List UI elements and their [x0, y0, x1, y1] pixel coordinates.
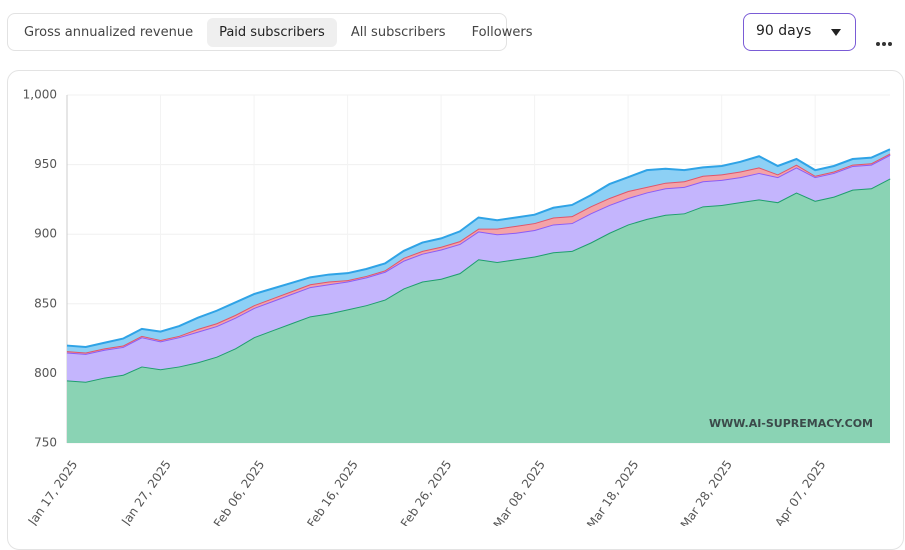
- y-tick-label: 900: [34, 227, 57, 241]
- chart: 750 800 850 900 950 1,000 Jan 17, 2025 Jan 27, …: [23, 88, 891, 526]
- range-select[interactable]: 90 days: [743, 13, 856, 51]
- x-tick-label: Mar 18, 2025: [584, 458, 641, 526]
- y-tick-label: 1,000: [23, 88, 57, 102]
- y-tick-label: 850: [34, 296, 57, 310]
- area: [67, 149, 890, 353]
- watermark: WWW.AI-SUPREMACY.COM: [709, 417, 873, 430]
- x-tick-label: Feb 26, 2025: [398, 458, 454, 526]
- y-tick-label: 950: [34, 157, 57, 171]
- x-tick-label: Feb 06, 2025: [211, 458, 267, 526]
- area: [67, 178, 890, 443]
- x-tick-label: Jan 17, 2025: [25, 458, 80, 526]
- tab[interactable]: All subscribers: [350, 24, 446, 40]
- x-tick-label: Apr 07, 2025: [772, 458, 828, 526]
- page: Gross annualized revenue Paid subscribers…: [7, 13, 904, 550]
- x-tick-label: Feb 16, 2025: [304, 458, 360, 526]
- x-tick-label: Jan 27, 2025: [118, 458, 173, 526]
- area-line: [66, 148, 891, 348]
- y-tick-label: 750: [34, 436, 57, 450]
- tab-bar: Gross annualized revenue Paid subscribers…: [7, 13, 532, 51]
- x-tick-label: Mar 28, 2025: [678, 458, 735, 526]
- area: [67, 154, 890, 382]
- tab[interactable]: Paid subscribers: [207, 17, 337, 47]
- x-tick-label: Mar 08, 2025: [491, 458, 548, 526]
- range-select-label: 90 days: [756, 23, 812, 39]
- tab[interactable]: Followers: [471, 24, 533, 40]
- y-tick-label: 800: [34, 366, 57, 380]
- tab[interactable]: Gross annualized revenue: [24, 24, 194, 40]
- more-button[interactable]: [876, 31, 894, 50]
